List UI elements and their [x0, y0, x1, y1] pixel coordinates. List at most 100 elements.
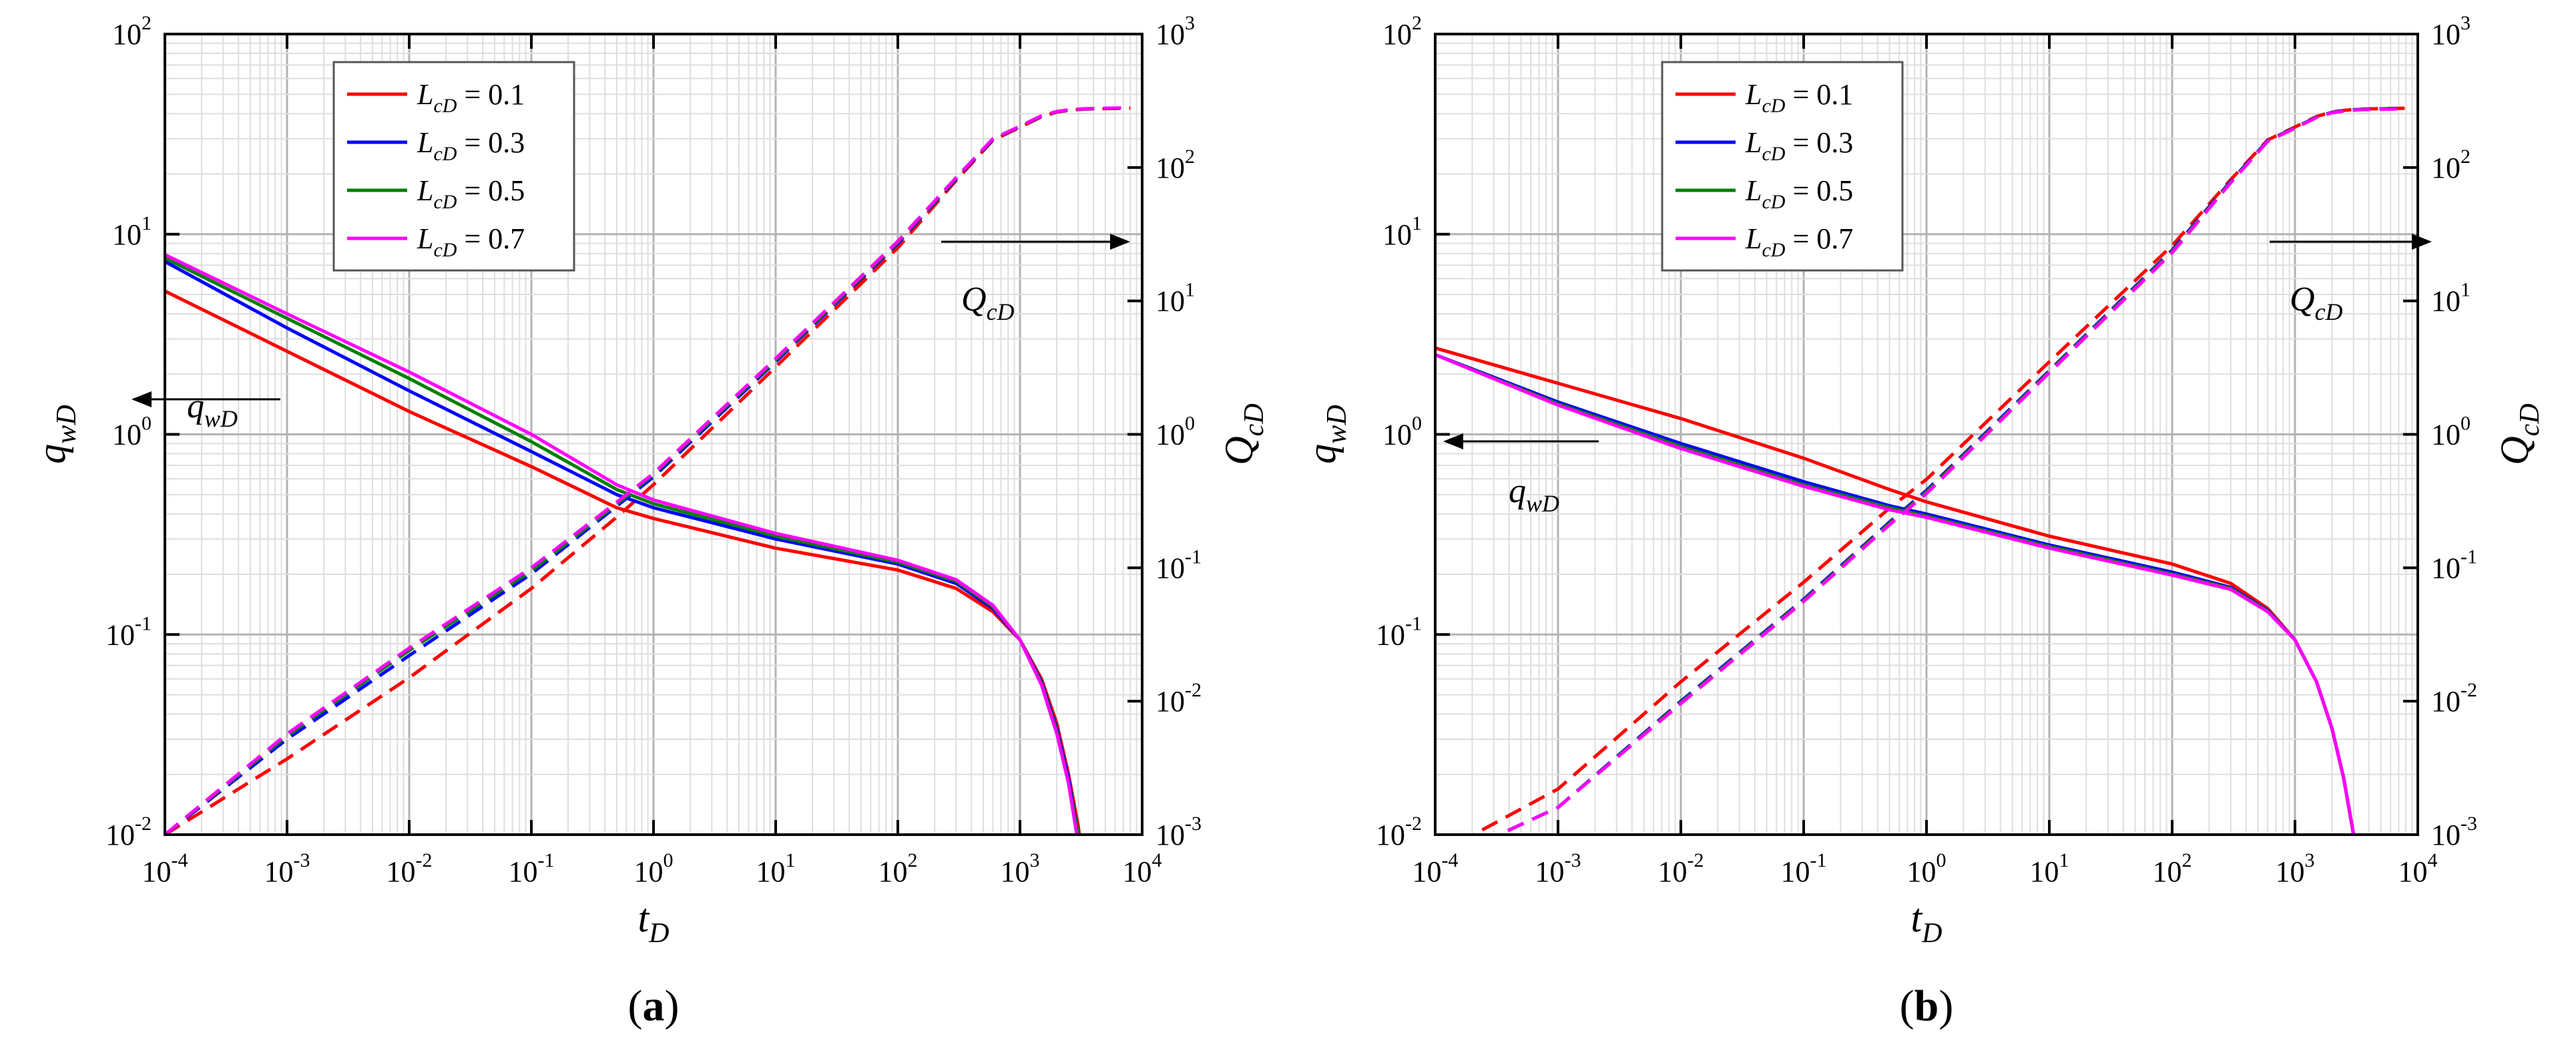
tick-exponent: -3: [1565, 849, 1581, 871]
tick-exponent: -1: [1405, 612, 1422, 634]
legend-label-lcd-0.3: LcD = 0.3: [1745, 126, 1853, 165]
tick-base: 10: [1155, 285, 1185, 318]
tick-exponent: 1: [142, 212, 152, 234]
tick-exponent: 2: [1412, 12, 1422, 34]
tick-base: 10: [1382, 18, 1412, 51]
y-right-tick-label: 102: [1155, 146, 1195, 184]
x-tick-label: 101: [2030, 849, 2069, 888]
tick-base: 10: [2431, 419, 2461, 451]
tick-exponent: 0: [142, 413, 152, 435]
y-left-tick-label: 100: [112, 413, 152, 451]
tick-exponent: -2: [1185, 679, 1202, 701]
legend-box: [1661, 61, 1904, 272]
tick-base: 10: [2431, 152, 2461, 184]
tick-base: 10: [1123, 855, 1152, 888]
tick-exponent: 3: [2305, 849, 2315, 871]
y-left-tick-label: 102: [112, 12, 152, 51]
legend-var: L: [417, 78, 433, 111]
legend-value: = 0.1: [1785, 78, 1853, 111]
x-axis-title: tD: [1910, 896, 1942, 949]
tick-base: 10: [112, 18, 142, 51]
tick-exponent: 3: [2461, 12, 2471, 34]
y-left-tick-label: 10-2: [105, 813, 152, 851]
tick-base: 10: [1907, 855, 1937, 888]
x-tick-label: 103: [1001, 849, 1040, 888]
curves: [165, 106, 1131, 835]
y-right-axis-title-sub: cD: [1239, 403, 1270, 436]
tick-base: 10: [1155, 685, 1185, 718]
x-tick-label: 104: [1123, 849, 1162, 888]
tick-exponent: -2: [416, 849, 433, 871]
x-tick-label: 10-4: [1412, 849, 1459, 888]
tick-exponent: -2: [135, 813, 152, 835]
x-axis-title-base: t: [637, 896, 650, 940]
qwd-annotation-sub: wD: [204, 405, 238, 432]
y-right-tick-label: 102: [2431, 146, 2471, 184]
chart-panel-b: 10-4 10-3 10-2 10-1 100 101 102 103 10410-210-11…: [1300, 12, 2545, 1030]
tick-exponent: -4: [1442, 849, 1459, 871]
tick-base: 10: [756, 855, 786, 888]
legend-value: = 0.3: [457, 126, 525, 159]
qcd-annotation-base: Q: [961, 280, 987, 319]
y-left-tick-label: 10-1: [1376, 612, 1422, 651]
y-left-tick-label: 10-1: [105, 612, 152, 651]
y-left-axis-title-sub: wD: [51, 405, 82, 443]
x-axis-title-sub: D: [1921, 918, 1942, 949]
qcd-line-lcd-0.7: [1495, 107, 2406, 835]
tick-exponent: 2: [2461, 146, 2471, 168]
legend-label-lcd-0.7: LcD = 0.7: [417, 222, 525, 261]
x-tick-label: 102: [878, 849, 918, 888]
y-right-tick-label: 100: [2431, 413, 2471, 451]
tick-base: 10: [2276, 855, 2305, 888]
y-right-tick-label: 101: [1155, 279, 1195, 318]
legend-value: = 0.5: [1785, 174, 1853, 207]
tick-base: 10: [2431, 819, 2461, 851]
x-tick-label: 100: [1907, 849, 1947, 888]
panel-label-close: ): [1939, 982, 1953, 1030]
panel-label-open: (: [628, 982, 643, 1030]
y-right-tick-label: 100: [1155, 413, 1195, 451]
legend-var-sub: cD: [1762, 239, 1785, 261]
tick-base: 10: [1382, 419, 1412, 451]
tick-base: 10: [1155, 18, 1185, 51]
tick-exponent: -2: [1405, 813, 1422, 835]
y-right-tick-label: 101: [2431, 279, 2471, 318]
tick-exponent: -1: [538, 849, 555, 871]
tick-exponent: 2: [2182, 849, 2192, 871]
y-left-tick-label: 101: [112, 212, 152, 251]
y-left-tick-label: 101: [1382, 212, 1422, 251]
qwd-line-lcd-0.5: [1435, 353, 2356, 835]
y-left-axis-title-base: q: [1300, 444, 1344, 464]
y-right-axis-title: QcD: [1217, 403, 1270, 465]
legend-label-lcd-0.3: LcD = 0.3: [417, 126, 525, 165]
legend-var: L: [1745, 222, 1762, 255]
x-tick-label: 104: [2398, 849, 2438, 888]
tick-base: 10: [1001, 855, 1030, 888]
x-tick-label: 101: [756, 849, 796, 888]
y-left-tick-label: 100: [1382, 413, 1422, 451]
x-tick-label: 10-3: [1535, 849, 1581, 888]
tick-base: 10: [112, 218, 142, 251]
tick-exponent: 0: [1937, 849, 1947, 871]
panel-label-close: ): [665, 982, 680, 1030]
legend-var-sub: cD: [1762, 191, 1785, 213]
tick-base: 10: [1412, 855, 1442, 888]
y-right-axis-title-base: Q: [1217, 436, 1261, 465]
curves: [1435, 106, 2406, 835]
legend-value: = 0.7: [1785, 222, 1853, 255]
y-right-tick-label: 10-2: [2431, 679, 2477, 718]
legend-var-sub: cD: [1762, 143, 1785, 165]
qwd-line-lcd-0.7: [1435, 353, 2356, 835]
tick-exponent: 2: [908, 849, 918, 871]
legend-var-sub: cD: [1762, 95, 1785, 117]
legend-value: = 0.5: [457, 174, 525, 207]
x-tick-label: 10-3: [264, 849, 310, 888]
chart-panel-a: 10-4 10-3 10-2 10-1 100 101 102 103 10410-210-11…: [29, 12, 1270, 1030]
tick-base: 10: [2431, 285, 2461, 318]
y-left-tick-label: 102: [1382, 12, 1422, 51]
x-axis-title: tD: [637, 896, 669, 949]
y-right-axis-title-sub: cD: [2515, 403, 2545, 436]
legend-box: [332, 61, 575, 272]
